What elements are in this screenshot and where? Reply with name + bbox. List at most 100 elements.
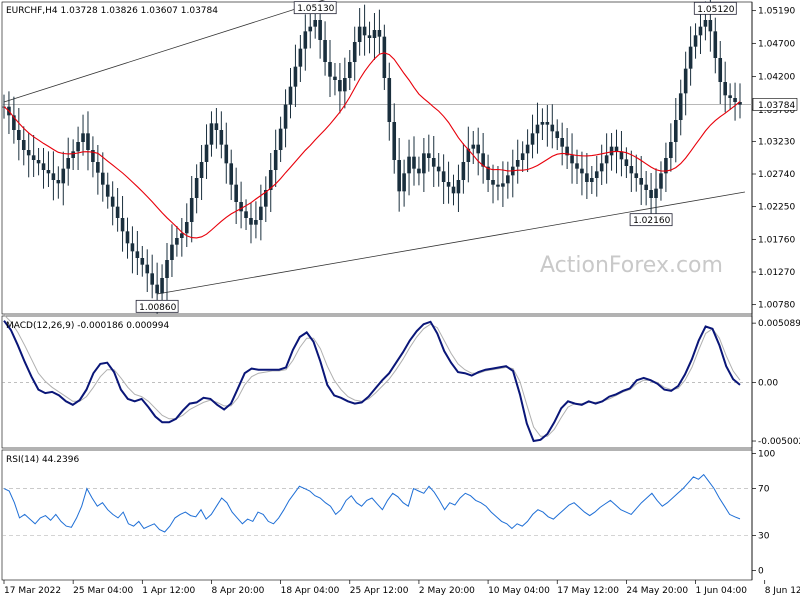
candle-body <box>155 284 159 294</box>
candle-body <box>323 40 327 62</box>
candle-body <box>535 124 540 134</box>
macd-tick-label: -0.005002 <box>758 437 800 447</box>
candle-body <box>718 58 723 82</box>
candle-body <box>26 150 31 156</box>
annotation-box-3 <box>135 299 179 313</box>
candle-body <box>644 184 648 190</box>
candle-body <box>669 142 673 158</box>
candle-body <box>31 155 36 160</box>
candle-body <box>328 62 332 77</box>
candle-body <box>347 62 352 78</box>
candle-body <box>392 122 397 160</box>
candle-body <box>654 188 658 198</box>
annotation-box-2 <box>629 213 673 227</box>
candle-body <box>387 78 392 122</box>
candle-body <box>397 160 401 192</box>
candle-body <box>565 146 569 156</box>
candle-body <box>515 160 520 167</box>
candle-body <box>130 243 135 252</box>
annotation-box-0 <box>293 1 337 15</box>
candle-body <box>540 122 545 125</box>
candle-body <box>333 76 337 80</box>
candle-body <box>402 173 406 192</box>
candle-body <box>308 26 313 32</box>
main-pane-title: EURCHF,H4 1.03728 1.03826 1.03607 1.0378… <box>6 6 218 16</box>
annotation-label-0: 1.05130 <box>297 4 334 14</box>
candle-body <box>110 196 115 207</box>
candle-body <box>180 233 184 238</box>
time-tick-label: 24 May 20:00 <box>626 586 688 596</box>
candle-body <box>451 186 456 194</box>
candle-body <box>629 166 634 174</box>
candle-body <box>66 158 71 169</box>
candle-body <box>263 190 268 207</box>
time-tick-label: 25 Apr 12:00 <box>350 586 409 596</box>
candle-body <box>105 184 110 197</box>
candle-body <box>268 170 273 190</box>
candle-body <box>125 231 130 244</box>
candle-body <box>501 183 505 187</box>
price-tick-label: 1.03700 <box>758 106 795 116</box>
candle-body <box>427 153 431 158</box>
candle-body <box>407 156 411 174</box>
candle-body <box>229 163 234 185</box>
candle-body <box>634 173 639 178</box>
candle-body <box>219 130 224 145</box>
candle-body <box>698 26 703 36</box>
channel-line-1 <box>157 191 746 295</box>
candle-body <box>678 93 683 120</box>
candle-body <box>249 218 253 225</box>
time-tick-label: 10 May 04:00 <box>488 586 550 596</box>
candle-body <box>338 80 342 92</box>
channel-line-0 <box>3 0 326 103</box>
candle-body <box>51 173 56 180</box>
candle-body <box>194 178 199 198</box>
macd-tick-label: 0.00 <box>758 379 778 389</box>
candle-body <box>145 264 150 274</box>
price-tick-label: 1.05190 <box>758 7 795 17</box>
candle-body <box>609 146 614 156</box>
price-tick-label: 1.03230 <box>758 137 795 147</box>
candle-body <box>160 278 164 294</box>
macd-pane-title: MACD(12,26,9) -0.000186 0.000994 <box>6 321 169 331</box>
rsi-tick-label: 70 <box>758 485 770 495</box>
candle-body <box>12 115 16 130</box>
macd-tick-label: 0.005089 <box>758 319 800 329</box>
candle-body <box>708 20 713 32</box>
candle-body <box>441 171 446 182</box>
annotation-label-1: 1.05120 <box>697 5 734 15</box>
candle-body <box>570 155 574 164</box>
price-tick-label: 1.00780 <box>758 301 795 311</box>
candle-body <box>614 146 619 152</box>
time-tick-label: 8 Apr 20:00 <box>211 586 264 596</box>
candle-body <box>496 184 500 187</box>
candle-body <box>599 163 604 172</box>
candle-body <box>560 138 564 147</box>
candle-body <box>456 180 461 194</box>
candle-body <box>461 162 466 180</box>
candle-body <box>244 211 248 218</box>
candle-body <box>175 238 179 245</box>
candle-body <box>624 159 629 166</box>
candle-body <box>56 180 61 184</box>
candle-body <box>728 95 732 98</box>
candle-body <box>288 86 293 105</box>
candle-body <box>417 168 421 174</box>
candle-body <box>693 35 698 47</box>
candle-body <box>545 122 550 125</box>
candle-body <box>46 170 51 174</box>
candle-body <box>170 244 174 260</box>
candle-body <box>372 30 377 38</box>
annotation-box-1 <box>693 1 737 15</box>
candle-body <box>17 130 21 140</box>
candle-body <box>604 155 609 164</box>
candle-body <box>86 133 90 150</box>
price-tick-label: 1.01760 <box>758 235 795 245</box>
candle-body <box>313 20 317 27</box>
candle-body <box>76 142 80 152</box>
candle-body <box>71 151 75 158</box>
candle-body <box>357 26 362 42</box>
candle-body <box>199 162 204 178</box>
candle-body <box>91 150 95 162</box>
candle-body <box>683 68 688 94</box>
